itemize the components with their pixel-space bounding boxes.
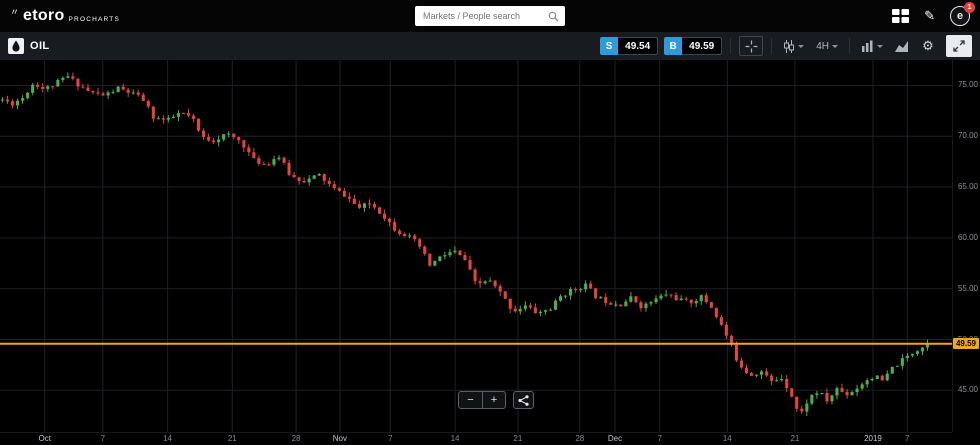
time-axis-label: Dec — [607, 434, 623, 443]
time-axis-label: 7 — [100, 434, 106, 443]
time-axis-label: 21 — [227, 434, 237, 443]
compare-icon — [895, 41, 908, 52]
candlestick-chart[interactable] — [0, 60, 952, 432]
time-axis-label: 21 — [513, 434, 523, 443]
chart-area: 75.0070.0065.0060.0055.0050.0045.0049.59… — [0, 60, 980, 445]
search-icon — [548, 11, 559, 22]
indicators-button[interactable] — [858, 36, 886, 56]
etoro-horns-icon: 〃 — [10, 7, 20, 17]
zoom-in-button[interactable]: + — [482, 392, 505, 408]
time-axis-label: 28 — [291, 434, 301, 443]
share-button[interactable] — [513, 391, 534, 409]
price-axis-label: 60.00 — [957, 232, 978, 242]
price-axis-label: 45.00 — [957, 385, 978, 395]
search-input[interactable] — [421, 10, 548, 22]
toolbar-separator — [849, 38, 850, 54]
time-axis-label: 2019 — [864, 434, 882, 443]
chevron-down-icon — [877, 44, 883, 48]
price-axis-label: 75.00 — [957, 80, 978, 90]
settings-gear-icon[interactable]: ⚙ — [922, 38, 934, 53]
etoro-logo[interactable]: 〃 etoro PROCHARTS — [10, 7, 120, 25]
time-axis-label: 28 — [575, 434, 585, 443]
notification-badge: 1 — [964, 2, 975, 13]
time-axis-label: 7 — [905, 434, 910, 443]
etoro-logo-text: etoro — [23, 7, 65, 24]
buy-button[interactable]: B 49.59 — [664, 37, 723, 55]
toolbar-separator — [771, 38, 773, 54]
zoom-controls: − + — [458, 391, 534, 409]
chart-toolbar: OIL S 49.54 B 49.59 4H — [0, 32, 980, 60]
price-axis-label: 70.00 — [957, 131, 978, 141]
top-navigation-bar: 〃 etoro PROCHARTS ✎ e 1 — [0, 0, 980, 32]
time-axis-label: 14 — [163, 434, 172, 443]
interval-label: 4H — [816, 40, 829, 52]
chevron-down-icon — [832, 44, 838, 48]
procharts-label: PROCHARTS — [68, 16, 121, 23]
expand-icon — [953, 40, 965, 52]
toolbar-separator — [730, 38, 732, 54]
interval-dropdown[interactable]: 4H — [813, 36, 841, 56]
time-axis-label: 14 — [722, 434, 732, 443]
time-axis-label: 14 — [450, 434, 460, 443]
chevron-down-icon — [798, 44, 805, 48]
time-axis-label: 7 — [657, 434, 662, 443]
crosshair-button[interactable] — [739, 36, 764, 56]
crosshair-icon — [745, 40, 758, 52]
buy-badge: B — [664, 37, 683, 55]
symbol-title: OIL — [30, 40, 50, 52]
search-box[interactable] — [415, 6, 565, 26]
time-axis-label: 21 — [790, 434, 800, 443]
indicators-icon — [862, 40, 873, 52]
chart-type-button[interactable] — [780, 36, 807, 56]
buy-price: 49.59 — [682, 37, 723, 55]
time-axis[interactable]: Oct 7 14 21 28 Nov 7 14 21 28 Dec 7 14 21 2019 7 — [0, 432, 952, 445]
sell-badge: S — [600, 37, 619, 55]
etoro-account-icon[interactable]: e 1 — [950, 2, 975, 26]
candlestick-type-icon — [784, 39, 795, 53]
price-axis-label: 55.00 — [957, 283, 978, 293]
etoro-mark: e — [956, 10, 964, 22]
current-price-tag: 49.59 — [953, 338, 979, 350]
layout-grid-icon[interactable] — [892, 9, 910, 23]
sell-price: 49.54 — [618, 37, 659, 55]
time-axis-label: 7 — [388, 434, 393, 443]
share-icon — [518, 394, 529, 406]
zoom-out-button[interactable]: − — [467, 394, 474, 406]
sell-button[interactable]: S 49.54 — [600, 37, 659, 55]
fullscreen-expand-button[interactable] — [946, 35, 972, 57]
time-axis-label: Oct — [38, 434, 51, 443]
time-axis-label: Nov — [332, 434, 347, 443]
edit-pencil-icon[interactable]: ✎ — [924, 8, 935, 23]
oil-barrel-icon — [8, 38, 24, 54]
compare-button[interactable] — [892, 36, 912, 56]
price-axis-label: 65.00 — [957, 182, 978, 192]
